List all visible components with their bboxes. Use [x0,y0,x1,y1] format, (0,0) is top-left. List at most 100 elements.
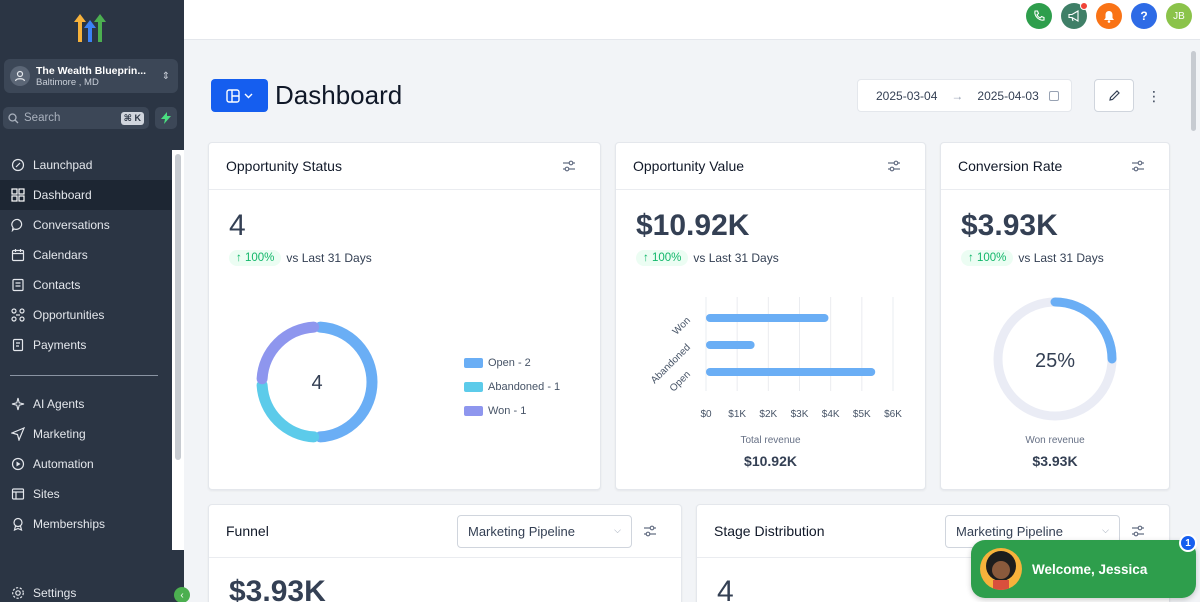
trend: ↑ 100% vs Last 31 Days [229,250,372,266]
welcome-chat-widget[interactable]: Welcome, Jessica [971,540,1196,598]
nav-footer: Settings [0,578,172,602]
x-tick-label: $0 [700,409,712,420]
legend-swatch [464,382,483,392]
notifications-button[interactable] [1096,3,1122,29]
user-avatar[interactable]: JB [1166,3,1192,29]
metric-value: $3.93K [229,575,326,602]
metric-value: $3.93K [961,209,1058,242]
trend-text: vs Last 31 Days [693,251,779,265]
sidebar-scrollbar[interactable] [172,150,184,550]
trend-text: vs Last 31 Days [1018,251,1104,265]
nav-item-opportunities[interactable]: Opportunities [0,300,172,330]
phone-icon [1034,10,1045,21]
nav-item-dashboard[interactable]: Dashboard [0,180,172,210]
bar-open[interactable] [706,368,876,376]
nav-item-sites[interactable]: Sites [0,479,172,509]
filter-icon[interactable] [643,524,657,538]
x-tick-label: $6K [884,409,902,420]
nav-item-ai-agents[interactable]: AI Agents [0,389,172,419]
pipeline-select[interactable]: Marketing Pipeline ⌵ [457,515,632,548]
status-legend: Open - 2 Abandoned - 1 Won - 1 [464,351,560,423]
topbar: ? JB [184,0,1200,40]
search-placeholder: Search [24,112,61,124]
bar-abandoned[interactable] [706,341,755,349]
filter-icon[interactable] [887,159,901,173]
card-opportunity-value: Opportunity Value $10.92K ↑ 100% vs Last… [615,142,926,490]
nav-item-memberships[interactable]: Memberships [0,509,172,539]
legend-swatch [464,406,483,416]
nav-item-contacts[interactable]: Contacts [0,270,172,300]
filter-icon[interactable] [1131,524,1145,538]
nav-label: Opportunities [33,308,105,322]
metric-value: 4 [229,209,246,242]
donut-slice-won[interactable] [1050,297,1117,364]
donut-slice-won[interactable] [256,321,320,385]
nav-item-automation[interactable]: Automation [0,449,172,479]
nav-label: Automation [33,457,94,471]
trend-badge: ↑ 100% [229,250,282,266]
chevron-down-icon: ⌵ [614,525,621,535]
more-options-icon[interactable]: ⋮ [1147,88,1161,104]
nav-item-marketing[interactable]: Marketing [0,419,172,449]
arrow-right-icon: → [951,88,964,103]
nav-item-calendars[interactable]: Calendars [0,240,172,270]
scrollbar-thumb[interactable] [1191,51,1196,131]
nav-primary: Launchpad Dashboard Conversations Calend… [0,150,172,360]
collapse-sidebar-button[interactable]: ‹ [174,587,190,602]
page-scrollbar[interactable] [1188,41,1200,602]
legend-label: Abandoned - 1 [488,381,561,393]
nav-item-conversations[interactable]: Conversations [0,210,172,240]
filter-icon[interactable] [1131,159,1145,173]
select-value: Marketing Pipeline [468,524,575,539]
app-logo-icon[interactable] [72,12,108,44]
calendar-icon [10,248,25,263]
x-tick-label: $1K [728,409,746,420]
account-switcher[interactable]: The Wealth Blueprin... Baltimore , MD ⇕ [4,59,178,93]
chevron-updown-icon: ⇕ [161,70,171,82]
legend-item-open: Open - 2 [464,351,560,375]
scrollbar-thumb[interactable] [175,154,181,460]
bar-won[interactable] [706,314,829,322]
sites-icon [10,487,25,502]
layout-switch-button[interactable] [211,79,268,112]
nav-item-launchpad[interactable]: Launchpad [0,150,172,180]
nav-divider [10,375,158,376]
notification-dot [1080,2,1088,10]
page-title: Dashboard [275,80,403,110]
chart-sub-value: $10.92K [744,453,797,469]
trend: ↑ 100% vs Last 31 Days [636,250,779,266]
chart-sub-value: $3.93K [1032,453,1078,469]
unread-badge: 1 [1179,534,1197,552]
chart-sub-label: Total revenue [740,435,801,446]
legend-label: Won - 1 [488,405,527,417]
quick-action-button[interactable] [155,107,177,129]
edit-dashboard-button[interactable] [1094,79,1134,112]
search-input[interactable]: Search ⌘ K [3,107,149,129]
y-tick-label: Won [671,315,693,337]
announcements-button[interactable] [1061,2,1088,29]
filter-icon[interactable] [562,159,576,173]
donut-slice-open[interactable] [314,321,378,443]
chat-icon [10,218,25,233]
trend: ↑ 100% vs Last 31 Days [961,250,1104,266]
membership-icon [10,517,25,532]
donut-slice-abandoned[interactable] [256,379,320,443]
conversion-donut-chart: 25% [993,297,1117,421]
metric-value: 4 [717,575,734,602]
help-button[interactable]: ? [1131,3,1157,29]
chevron-left-icon: ‹ [180,589,184,601]
card-conversion-rate: Conversion Rate $3.93K ↑ 100% vs Last 31… [940,142,1170,490]
payments-icon [10,338,25,353]
megaphone-icon [1067,10,1079,22]
card-funnel: Funnel Marketing Pipeline ⌵ $3.93K [208,504,682,602]
phone-button[interactable] [1026,3,1052,29]
date-range-picker[interactable]: 2025-03-04 → 2025-04-03 [857,79,1072,112]
rocket-icon [10,158,25,173]
pencil-icon [1108,90,1120,101]
help-icon: ? [1140,9,1148,23]
y-tick-label: Open [668,369,693,394]
nav-item-settings[interactable]: Settings [0,578,172,602]
nav-item-payments[interactable]: Payments [0,330,172,360]
date-from: 2025-03-04 [876,88,938,103]
